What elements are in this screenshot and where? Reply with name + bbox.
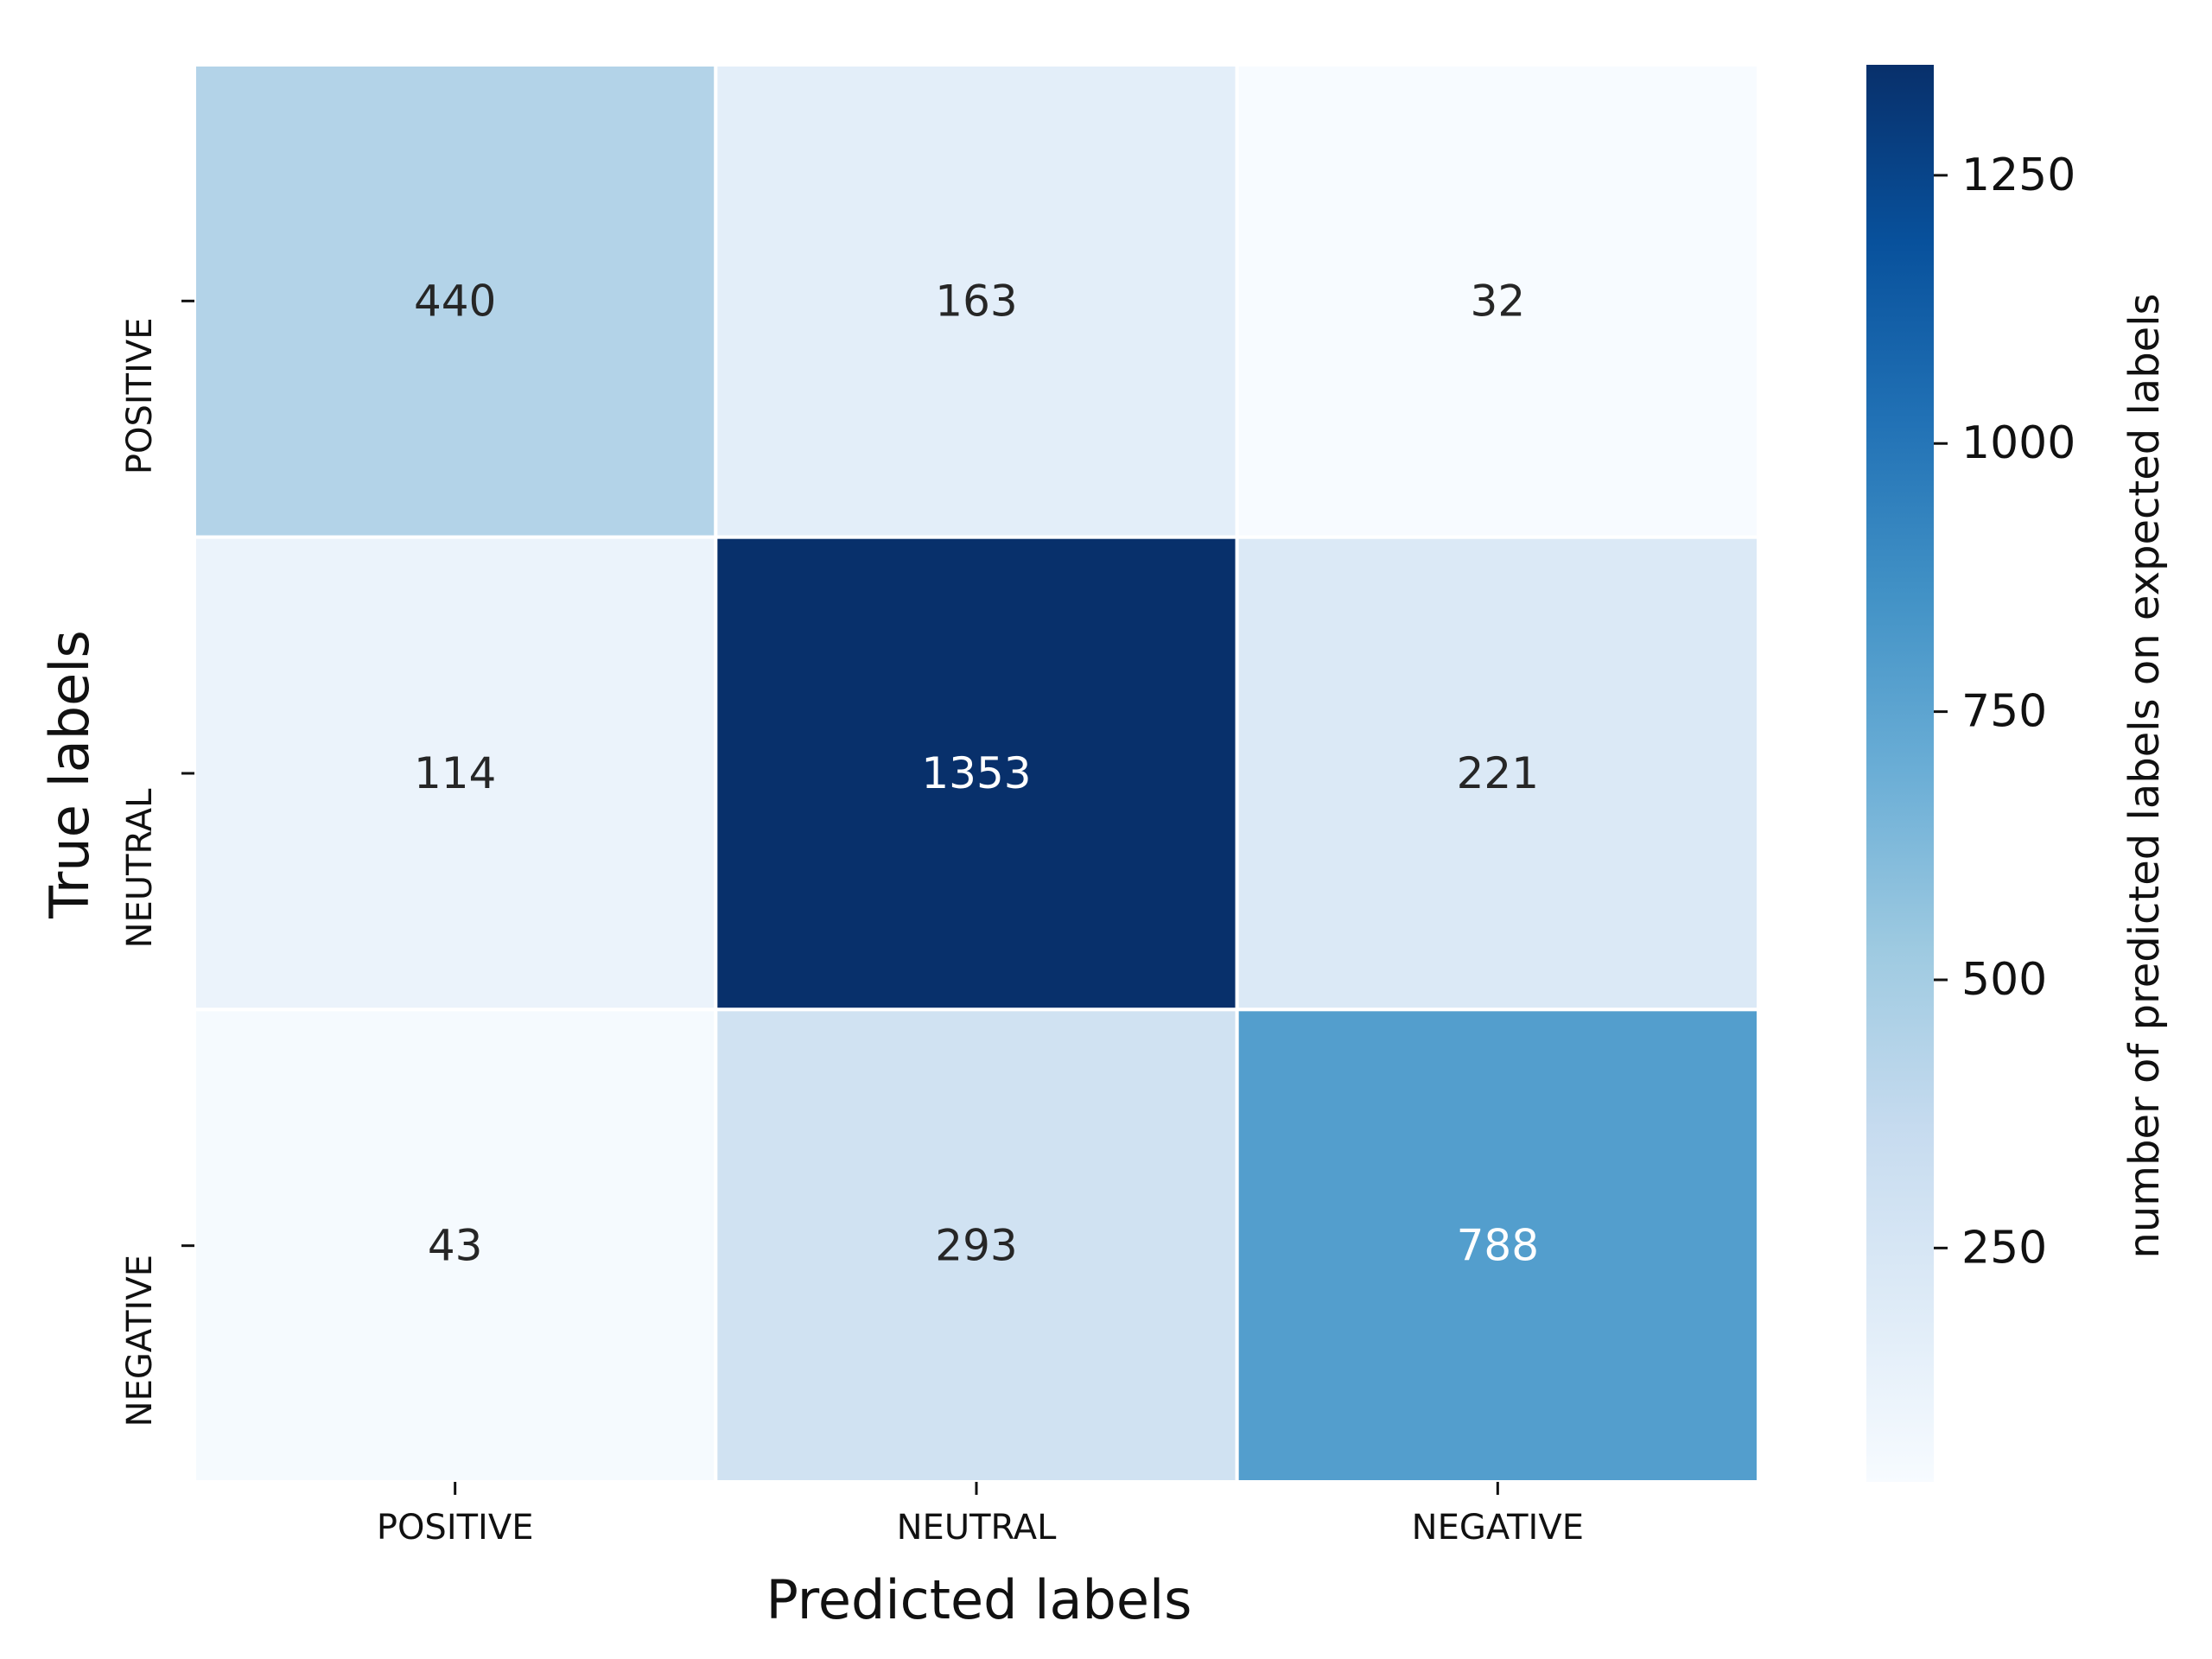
y-tick-label-1: NEUTRAL (120, 788, 160, 948)
cell-value-r1-c1: 1353 (921, 748, 1031, 798)
x-tick-label-1: NEUTRAL (897, 1508, 1057, 1548)
cell-value-r0-c1: 163 (935, 276, 1017, 326)
cell-value-r2-c0: 43 (428, 1221, 483, 1271)
x-axis-title: Predicted labels (766, 1568, 1192, 1631)
x-tick-label-2: NEGATIVE (1412, 1508, 1584, 1548)
y-tick-label-2: NEGATIVE (120, 1255, 160, 1427)
y-axis-ticks: POSITIVE NEUTRAL NEGATIVE (120, 299, 194, 1427)
colorbar-ticks: 250 500 750 1000 1250 (1934, 149, 2075, 1274)
heatmap-cells (193, 63, 1760, 1484)
colorbar-tick-label-4: 1250 (1961, 149, 2075, 201)
cell-value-r0-c2: 32 (1471, 276, 1526, 326)
cell-value-r1-c2: 221 (1457, 748, 1539, 798)
cell-value-r2-c2: 788 (1457, 1221, 1539, 1271)
heatmap-cell-r0-c2 (1235, 63, 1760, 539)
x-tick-label-0: POSITIVE (377, 1508, 534, 1548)
heatmap-cell-r0-c1 (714, 63, 1239, 539)
cell-value-r0-c0: 440 (414, 276, 496, 326)
cell-value-r2-c1: 293 (935, 1221, 1017, 1271)
heatmap-cell-r1-c1 (714, 535, 1239, 1012)
colorbar-tick-label-2: 750 (1961, 686, 2047, 738)
colorbar-tick-label-0: 250 (1961, 1222, 2047, 1274)
colorbar-tick-label-3: 1000 (1961, 417, 2075, 469)
colorbar: 250 500 750 1000 1250 number of predicted la… (1866, 65, 2169, 1482)
heatmap-cell-labels: 440 163 32 114 1353 221 43 293 788 (414, 276, 1539, 1270)
x-axis-ticks: POSITIVE NEUTRAL NEGATIVE (377, 1482, 1584, 1548)
colorbar-gradient (1866, 65, 1934, 1482)
colorbar-tick-label-1: 500 (1961, 954, 2047, 1006)
colorbar-label: number of predicted labels on expected l… (2120, 293, 2169, 1258)
y-tick-label-0: POSITIVE (120, 317, 160, 474)
heatmap-cell-r0-c0 (193, 63, 718, 539)
heatmap-cell-r2-c1 (714, 1007, 1239, 1484)
y-axis-title: True labels (38, 630, 101, 919)
cell-value-r1-c0: 114 (414, 748, 496, 798)
heatmap-cell-r1-c0 (193, 535, 718, 1012)
heatmap-cell-r1-c2 (1235, 535, 1760, 1012)
